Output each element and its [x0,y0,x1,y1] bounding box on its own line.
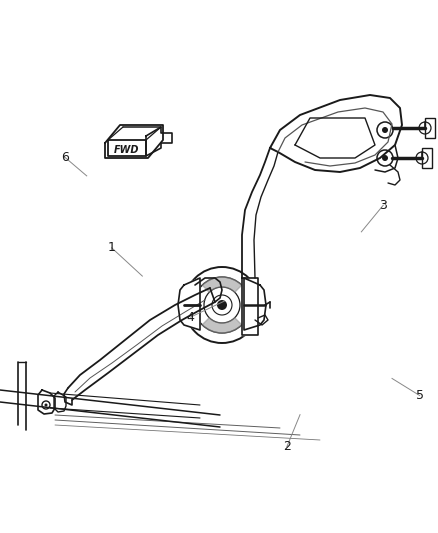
Polygon shape [202,318,242,333]
Polygon shape [38,390,55,414]
Polygon shape [244,278,266,330]
Text: 5: 5 [416,389,424,402]
Circle shape [217,300,227,310]
Polygon shape [178,278,200,330]
Text: 6: 6 [61,151,69,164]
Bar [425,118,435,138]
Circle shape [382,155,388,161]
Circle shape [382,127,388,133]
Text: 2: 2 [283,440,291,453]
Text: 1: 1 [108,241,116,254]
Text: FWD: FWD [114,145,140,155]
Polygon shape [146,127,172,156]
Text: 4: 4 [187,311,194,324]
Bar [422,148,432,168]
Text: 3: 3 [379,199,387,212]
Polygon shape [202,277,242,292]
Polygon shape [54,392,66,412]
Circle shape [45,403,47,407]
Polygon shape [242,278,258,335]
Polygon shape [105,125,163,158]
